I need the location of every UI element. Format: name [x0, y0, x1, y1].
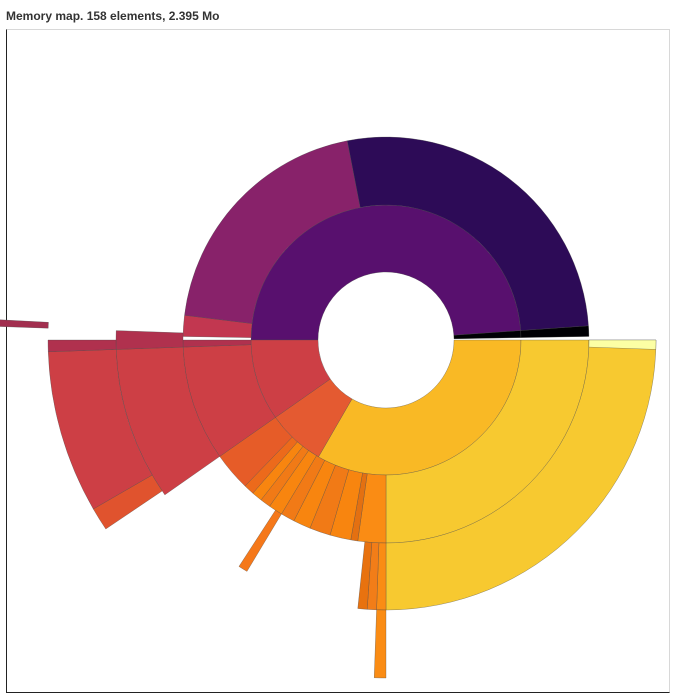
sunburst-segment-black-level2-5[interactable] [520, 325, 590, 338]
sunburst-segment-orange-level3-25[interactable] [238, 509, 282, 572]
plot-frame [6, 29, 670, 693]
sunburst-segment-orange-level3-24[interactable] [357, 541, 373, 610]
sunburst-segment-purple-level2-2[interactable] [184, 140, 361, 324]
sunburst-segment-yellow-level3-8[interactable] [385, 339, 657, 611]
sunburst-segment-purple-level2-3[interactable] [346, 136, 589, 331]
sunburst-segment-red-level4-34[interactable] [47, 339, 117, 353]
sunburst-segment-yellow-level3-9[interactable] [588, 339, 657, 350]
sunburst-segment-red-level5-35[interactable] [0, 319, 49, 329]
sunburst-segment-orange-level4-26[interactable] [373, 609, 387, 679]
chart-title: Memory map. 158 elements, 2.395 Mo [6, 9, 220, 23]
sunburst-segment-red-level3-31[interactable] [115, 330, 184, 350]
